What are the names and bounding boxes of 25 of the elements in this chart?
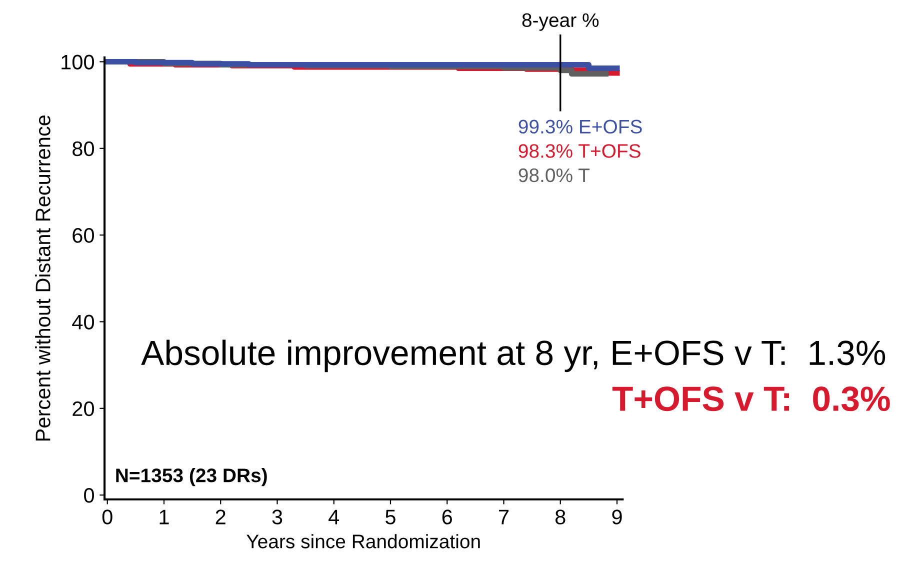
x-tick-label: 5	[386, 510, 396, 524]
y-tick-label: 40	[72, 314, 94, 330]
annotation: T+OFS v T: 0.3%	[612, 386, 890, 412]
x-tick-label: 2	[216, 510, 226, 524]
y-tick-label: 20	[72, 401, 94, 416]
annotation: 98.3% T+OFS	[518, 144, 640, 158]
x-tick-label: 0	[102, 510, 112, 524]
x-tick-label: 7	[499, 510, 508, 524]
x-tick-label: 1	[160, 510, 169, 524]
y-tick-label: 60	[72, 228, 94, 243]
x-tick-label: 3	[272, 510, 282, 524]
y-tick-label: 80	[72, 141, 94, 156]
ref-line-label: 8-year %	[522, 13, 599, 31]
annotation: 98.0% T	[518, 168, 590, 182]
y-axis-title: Percent without Distant Recurrence	[35, 115, 50, 441]
x-tick-label: 4	[328, 510, 340, 524]
y-tick-label: 0	[84, 488, 94, 503]
x-tick-label: 9	[612, 510, 622, 524]
y-tick-label: 100	[62, 54, 94, 70]
x-tick-label: 6	[442, 510, 452, 524]
annotation: Absolute improvement at 8 yr, E+OFS v T: 1.3%	[141, 340, 886, 372]
annotation: 99.3% E+OFS	[518, 120, 642, 134]
x-tick-label: 8	[555, 510, 566, 524]
x-axis-title: Years since Randomization	[246, 534, 480, 548]
annotation: N=1353 (23 DRs)	[116, 468, 267, 486]
